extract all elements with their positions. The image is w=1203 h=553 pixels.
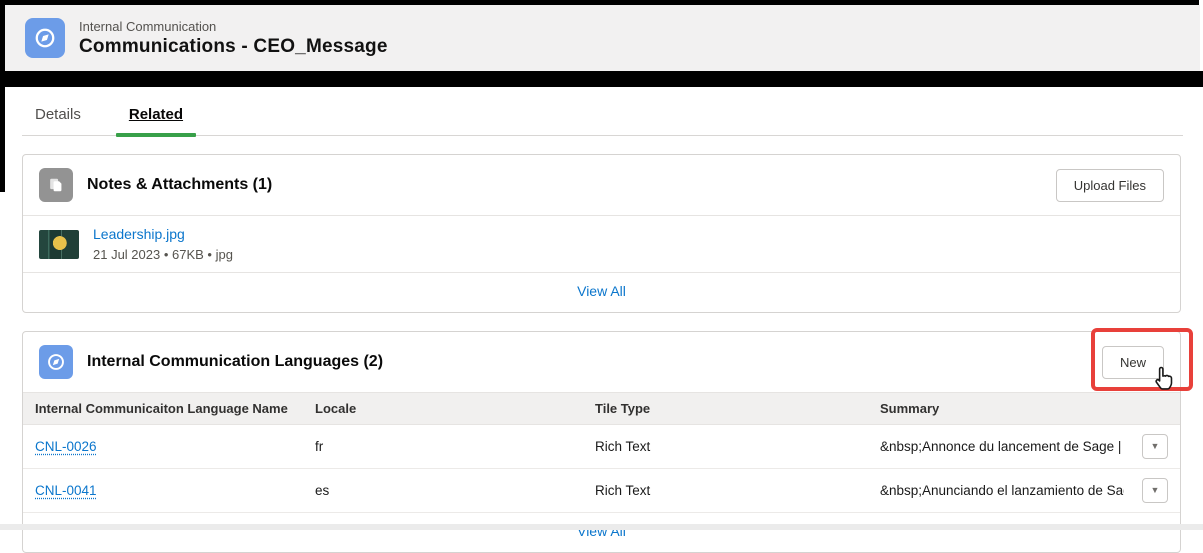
- chevron-down-icon: ▼: [1150, 485, 1160, 495]
- new-button[interactable]: New: [1101, 345, 1164, 379]
- cell-locale: fr: [303, 424, 583, 469]
- table-row: CNL-0026 fr Rich Text &nbsp;Annonce du l…: [23, 424, 1180, 469]
- screenshot-border-left: [0, 0, 5, 192]
- attachment-list-item: Leadership.jpg 21 Jul 2023 • 67KB • jpg: [23, 216, 1180, 272]
- upload-files-button[interactable]: Upload Files: [1055, 168, 1164, 202]
- tab-related[interactable]: Related: [115, 106, 197, 137]
- notes-attachments-card: Notes & Attachments (1) Upload Files Lea…: [22, 154, 1181, 313]
- compass-icon: [39, 345, 73, 379]
- column-header-name[interactable]: Internal Communicaiton Language Name: [23, 392, 303, 425]
- cell-locale: es: [303, 468, 583, 513]
- screenshot-border-bottom: [0, 524, 1203, 530]
- tab-bar: Details Related: [22, 106, 1183, 137]
- languages-card-title: Internal Communication Languages (2): [87, 353, 384, 370]
- screenshot-border-top: [0, 0, 1199, 5]
- compass-icon: [25, 18, 65, 58]
- screenshot-divider-bar: [0, 71, 1203, 87]
- cell-tiletype: Rich Text: [583, 468, 868, 513]
- cell-summary: &nbsp;Anunciando el lanzamiento de Sage …: [868, 468, 1124, 513]
- languages-card: Internal Communication Languages (2) New…: [22, 328, 1193, 553]
- chevron-down-icon: ▼: [1150, 441, 1160, 451]
- object-label: Internal Communication: [79, 18, 217, 34]
- record-link[interactable]: CNL-0041: [35, 483, 97, 498]
- file-meta: 21 Jul 2023 • 67KB • jpg: [93, 247, 233, 262]
- column-header-actions: [1124, 392, 1180, 425]
- column-header-summary[interactable]: Summary: [868, 392, 1124, 425]
- notes-card-title: Notes & Attachments (1): [87, 176, 273, 193]
- notes-icon: [39, 168, 73, 202]
- file-name-link[interactable]: Leadership.jpg: [93, 226, 185, 242]
- record-header: Internal Communication Communications - …: [5, 5, 1200, 71]
- related-list-table: Internal Communicaiton Language Name Loc…: [23, 392, 1180, 513]
- column-header-tiletype[interactable]: Tile Type: [583, 392, 868, 425]
- tab-details[interactable]: Details: [35, 106, 81, 123]
- table-header-row: Internal Communicaiton Language Name Loc…: [23, 392, 1180, 425]
- record-link[interactable]: CNL-0026: [35, 439, 97, 454]
- table-row: CNL-0041 es Rich Text &nbsp;Anunciando e…: [23, 468, 1180, 513]
- notes-view-all-link[interactable]: View All: [577, 283, 626, 299]
- file-thumbnail[interactable]: [39, 229, 79, 259]
- row-actions-button[interactable]: ▼: [1142, 478, 1168, 503]
- cell-summary: &nbsp;Annonce du lancement de Sage | Pe.…: [868, 424, 1124, 469]
- main-content: Details Related Notes & Attachments (1) …: [0, 87, 1203, 553]
- page-title: Communications - CEO_Message: [79, 35, 388, 57]
- column-header-locale[interactable]: Locale: [303, 392, 583, 425]
- cell-tiletype: Rich Text: [583, 424, 868, 469]
- row-actions-button[interactable]: ▼: [1142, 434, 1168, 459]
